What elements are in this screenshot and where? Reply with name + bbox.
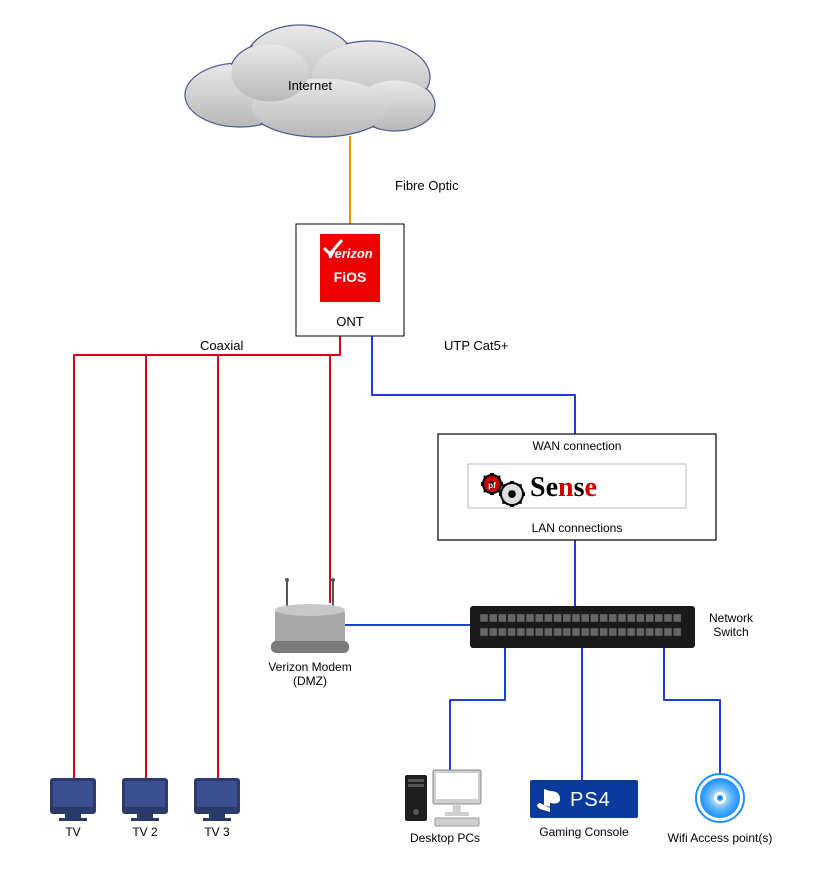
tv-2 [122,778,168,821]
tv-2-label: TV 2 [132,825,158,839]
network-switch [470,606,695,648]
fibre-label: Fibre Optic [395,178,459,193]
utp-label: UTP Cat5+ [444,338,508,353]
switch-label: NetworkSwitch [709,611,754,639]
gaming-console: PS4 [530,780,638,818]
tv-3-label: TV 3 [204,825,230,839]
coaxial-label: Coaxial [200,338,243,353]
lan-label: LAN connections [532,521,623,535]
tv-3 [194,778,240,821]
pfsense-logo-text: Sense [530,472,597,503]
svg-text:pf: pf [488,481,496,490]
svg-text:PS4: PS4 [570,789,611,811]
desktop-pcs [405,770,481,826]
svg-text:FiOS: FiOS [334,269,367,285]
wifi-label: Wifi Access point(s) [668,831,773,845]
console-label: Gaming Console [539,825,629,839]
modem-label: Verizon Modem(DMZ) [268,660,351,688]
tv-1 [50,778,96,821]
tv-1-label: TV [65,825,80,839]
desktop-label: Desktop PCs [410,831,480,845]
internet-label: Internet [288,78,332,93]
wifi-ap [696,774,744,822]
wan-label: WAN connection [533,439,622,453]
verizon-modem [271,578,349,653]
ont-label: ONT [336,314,364,329]
